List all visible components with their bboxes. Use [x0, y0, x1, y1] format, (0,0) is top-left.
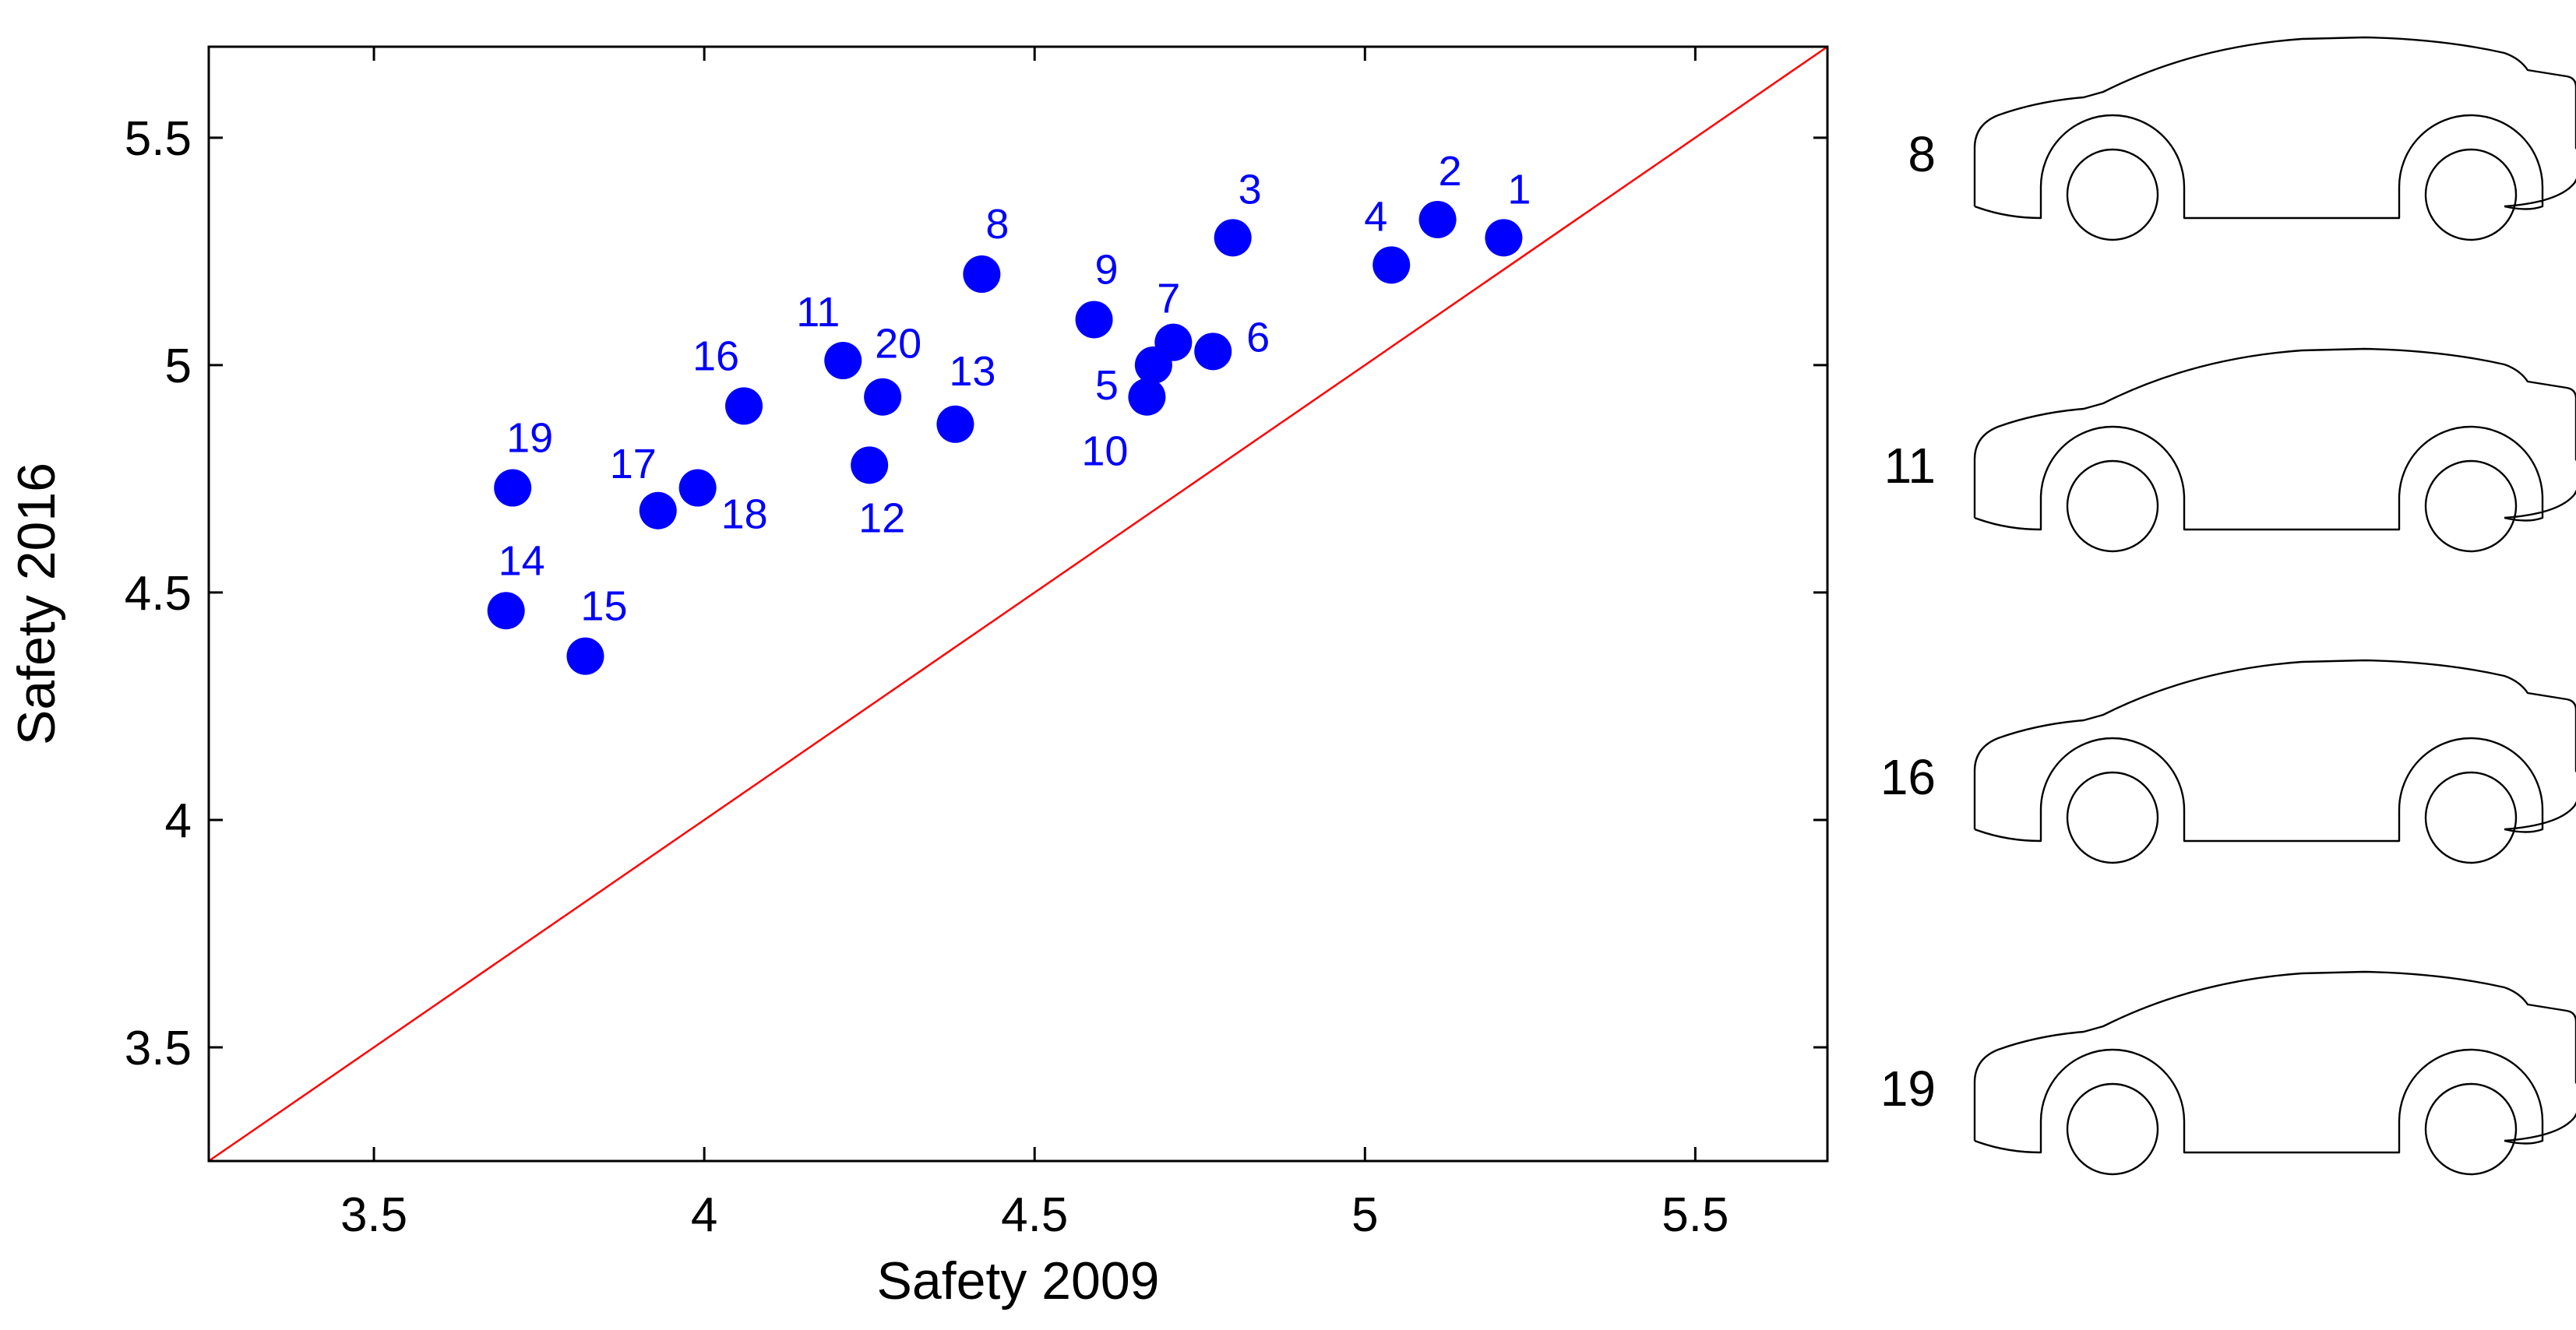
axis-ticks [209, 47, 1827, 1161]
data-point-label-12: 12 [858, 494, 905, 541]
x-tick-label: 4.5 [1001, 1188, 1068, 1242]
data-point-label-3: 3 [1239, 166, 1262, 213]
data-point-19 [494, 469, 532, 507]
y-tick-label: 4 [165, 794, 192, 848]
data-point-18 [678, 469, 717, 507]
data-point-label-8: 8 [985, 201, 1009, 248]
car-profile-icon [1973, 659, 2576, 864]
data-point-label-13: 13 [949, 348, 996, 395]
reference-diagonal-line [208, 45, 1828, 1163]
data-point-label-9: 9 [1095, 246, 1119, 293]
car-profile-icon [1973, 970, 2576, 1176]
y-tick-label: 5 [165, 340, 192, 393]
data-point-label-6: 6 [1246, 314, 1270, 361]
x-tick-labels: 3.5 4 4.5 5 5.5 [340, 1188, 1729, 1242]
car-item-19: 19 [1880, 970, 2576, 1176]
y-tick-label: 5.5 [125, 112, 192, 166]
car-profile-icon [1973, 36, 2576, 241]
y-tick-label: 3.5 [125, 1022, 192, 1075]
car-item-11: 11 [1884, 347, 2576, 553]
car-item-16: 16 [1880, 659, 2576, 864]
data-point-label-15: 15 [580, 583, 627, 630]
data-point-label-19: 19 [506, 415, 553, 462]
data-point-4 [1373, 246, 1411, 284]
data-point-8 [963, 255, 1001, 294]
data-point-3 [1214, 219, 1252, 257]
y-tick-label: 4.5 [125, 567, 192, 621]
data-point-label-10: 10 [1081, 428, 1128, 475]
data-point-9 [1075, 301, 1113, 339]
data-point-label-20: 20 [875, 321, 922, 368]
x-tick-label: 4 [691, 1188, 717, 1242]
data-point-13 [936, 405, 974, 443]
data-point-11 [824, 342, 862, 380]
car-number-label: 11 [1884, 438, 1936, 494]
car-number-label: 8 [1908, 126, 1936, 182]
data-point-label-18: 18 [721, 491, 768, 538]
axes-frame [207, 45, 1829, 1163]
data-point-label-1: 1 [1507, 166, 1531, 213]
y-axis-title: Safety 2016 [7, 463, 66, 745]
data-point-12 [851, 446, 889, 484]
data-point-label-2: 2 [1439, 148, 1462, 195]
data-point-7 [1154, 323, 1193, 361]
car-number-label: 16 [1880, 749, 1936, 805]
data-point-label-5: 5 [1095, 362, 1119, 409]
data-point-20 [864, 378, 902, 416]
data-point-label-7: 7 [1157, 276, 1180, 322]
data-point-1 [1485, 219, 1523, 257]
data-point-label-11: 11 [796, 289, 840, 336]
car-number-label: 19 [1880, 1061, 1936, 1117]
data-point-label-4: 4 [1364, 193, 1387, 240]
data-point-2 [1418, 200, 1457, 238]
data-point-10 [1128, 378, 1166, 416]
car-profile-icon [1973, 347, 2576, 553]
y-tick-labels: 3.5 4 4.5 5 5.5 [125, 112, 192, 1075]
x-tick-label: 5.5 [1662, 1188, 1728, 1242]
data-point-label-14: 14 [499, 537, 545, 584]
car-profile-panel: 8 11 16 19 [1880, 36, 2576, 1176]
x-tick-label: 3.5 [340, 1188, 407, 1242]
data-point-label-17: 17 [610, 441, 657, 487]
data-point-6 [1194, 332, 1232, 371]
car-item-8: 8 [1908, 36, 2576, 241]
data-point-14 [487, 592, 525, 630]
x-tick-label: 5 [1351, 1188, 1378, 1242]
data-point-label-16: 16 [692, 332, 739, 379]
x-axis-title: Safety 2009 [877, 1251, 1160, 1311]
data-point-15 [566, 637, 604, 675]
data-point-17 [639, 491, 677, 530]
data-point-16 [725, 387, 763, 425]
